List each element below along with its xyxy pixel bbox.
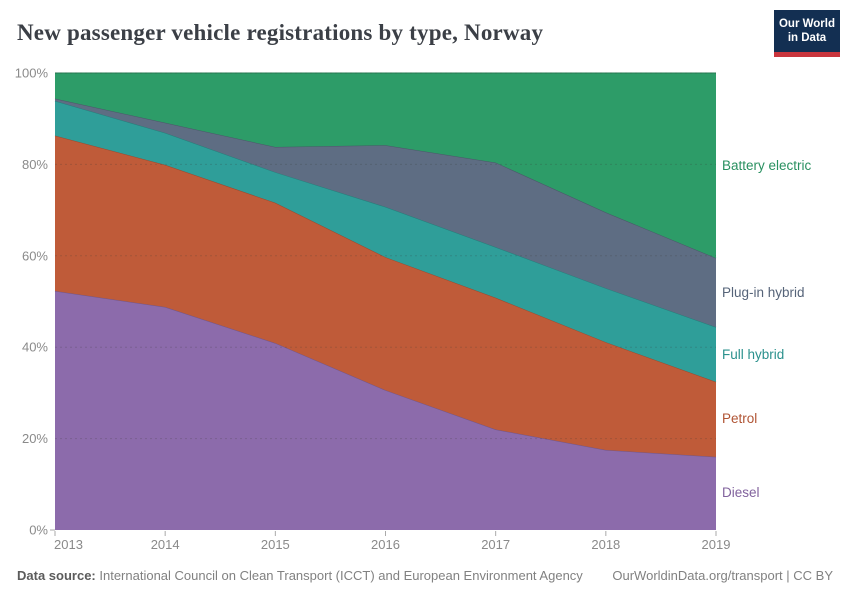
x-axis: 2013 2014 2015 2016 2017 2018 2019: [54, 531, 730, 552]
legend-label-plug-in-hybrid[interactable]: Plug-in hybrid: [722, 284, 805, 300]
x-tick-label-2019: 2019: [702, 537, 731, 552]
x-tick-label-2016: 2016: [371, 537, 400, 552]
owid-logo-stripe: [774, 51, 840, 57]
data-source-text: International Council on Clean Transport…: [95, 568, 583, 583]
area-full-hybrid[interactable]: [55, 100, 716, 382]
y-tick-label-0: 0%: [29, 523, 48, 538]
x-tick-label-2015: 2015: [261, 537, 290, 552]
y-tick-label-60: 60%: [22, 248, 48, 263]
legend-label-petrol[interactable]: Petrol: [722, 411, 758, 427]
y-tick-label-40: 40%: [22, 340, 48, 355]
page-title: New passenger vehicle registrations by t…: [17, 20, 544, 45]
credit-link[interactable]: OurWorldinData.org/transport | CC BY: [612, 568, 833, 583]
y-tick-label-80: 80%: [22, 157, 48, 172]
area-diesel[interactable]: [55, 291, 716, 530]
owid-logo-line1: Our World: [778, 18, 835, 30]
area-plug-in-hybrid[interactable]: [55, 98, 716, 328]
x-tick-label-2017: 2017: [481, 537, 510, 552]
area-battery-electric[interactable]: [55, 73, 716, 259]
legend-label-battery-electric[interactable]: Battery electric: [722, 157, 812, 173]
y-tick-label-100: 100%: [15, 66, 49, 81]
areas-group: [54, 72, 717, 530]
owid-logo-line2: in Data: [787, 32, 827, 45]
y-tick-label-20: 20%: [22, 431, 48, 446]
data-source-line: Data source: International Council on Cl…: [17, 568, 583, 583]
legend-label-full-hybrid[interactable]: Full hybrid: [722, 346, 785, 362]
chart-footer: Data source: International Council on Cl…: [17, 568, 833, 583]
data-source-label: Data source:: [17, 568, 96, 583]
legend-label-diesel[interactable]: Diesel: [722, 485, 760, 501]
y-axis: 0% 20% 40% 60% 80% 100%: [15, 66, 55, 538]
gridlines-group: [55, 72, 716, 440]
x-tick-label-2014: 2014: [151, 537, 180, 552]
owid-logo-text: Our World in Data: [774, 10, 840, 52]
x-tick-label-2018: 2018: [591, 537, 620, 552]
x-tick-label-2013: 2013: [54, 537, 83, 552]
area-petrol[interactable]: [55, 135, 716, 457]
owid-logo[interactable]: Our World in Data: [774, 10, 840, 57]
